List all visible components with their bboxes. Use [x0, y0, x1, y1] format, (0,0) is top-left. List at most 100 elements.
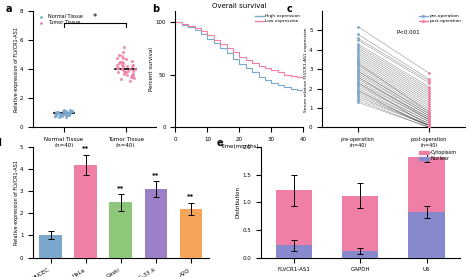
Point [64, 111, 71, 115]
Point [124, 68, 132, 73]
Point [127, 74, 135, 79]
Point [354, 92, 362, 97]
Point [425, 117, 433, 122]
Point [425, 123, 433, 128]
Point [128, 58, 136, 63]
Point [119, 61, 127, 66]
Point [354, 38, 362, 42]
Point [53, 111, 61, 115]
Point [129, 68, 137, 73]
Point [66, 111, 73, 115]
Point [127, 67, 134, 71]
Bar [408, 157, 445, 212]
Point [114, 66, 122, 70]
Point [120, 68, 128, 73]
Point [124, 73, 131, 77]
Point [425, 119, 433, 124]
Point [122, 57, 130, 61]
Point [59, 112, 66, 117]
Point [354, 53, 362, 58]
Point [354, 79, 362, 83]
Point [354, 61, 362, 66]
Point [53, 110, 60, 114]
Point [354, 69, 362, 73]
Point [63, 111, 70, 115]
Text: b: b [152, 4, 159, 14]
Point [117, 77, 125, 82]
Point [51, 114, 59, 118]
Point [63, 109, 70, 114]
Point [128, 64, 135, 68]
Text: e: e [217, 138, 224, 148]
Point [64, 113, 72, 117]
Point [124, 64, 131, 68]
Point [354, 96, 362, 101]
Y-axis label: Relative expression of FLVCR1-AS1: Relative expression of FLVCR1-AS1 [14, 160, 18, 245]
Point [61, 111, 69, 116]
Point [425, 86, 433, 91]
Point [65, 113, 73, 117]
Point [354, 32, 362, 37]
Point [55, 115, 63, 119]
Point [116, 60, 124, 64]
Point [425, 106, 433, 110]
Point [425, 90, 433, 95]
Y-axis label: Relative expression of FLVCR1-AS1: Relative expression of FLVCR1-AS1 [14, 27, 18, 112]
Point [425, 110, 433, 114]
Y-axis label: Serum relative FLVCR1-AS1 expression: Serum relative FLVCR1-AS1 expression [304, 27, 308, 112]
Point [425, 123, 433, 128]
Point [114, 70, 122, 74]
Point [60, 111, 68, 115]
Point [59, 109, 67, 113]
Point [113, 55, 121, 60]
Point [69, 109, 76, 114]
Point [354, 55, 362, 60]
Point [130, 76, 137, 80]
Point [118, 67, 126, 71]
Y-axis label: Distribution: Distribution [236, 186, 241, 218]
Point [129, 71, 137, 76]
Legend: Cytoplasm, Nuclear: Cytoplasm, Nuclear [418, 149, 457, 162]
Point [120, 71, 128, 76]
Point [354, 71, 362, 75]
Point [119, 55, 127, 60]
Point [425, 123, 433, 128]
Point [354, 88, 362, 93]
Point [354, 48, 362, 52]
Text: **: ** [152, 173, 160, 179]
Text: *: * [93, 13, 97, 22]
Point [62, 111, 70, 116]
Point [354, 75, 362, 79]
Point [120, 45, 128, 50]
Point [63, 113, 71, 117]
Point [58, 114, 65, 118]
Point [354, 90, 362, 95]
Point [66, 109, 74, 114]
Point [425, 77, 433, 81]
Point [425, 102, 433, 106]
Text: c: c [287, 4, 292, 14]
Point [425, 92, 433, 97]
Point [425, 108, 433, 112]
Point [354, 65, 362, 70]
Point [354, 75, 362, 79]
Point [425, 121, 433, 126]
Bar [180, 209, 202, 258]
Point [123, 70, 130, 74]
Point [118, 67, 126, 71]
Point [425, 84, 433, 89]
Point [425, 114, 433, 118]
Bar [276, 245, 312, 258]
Point [113, 63, 121, 67]
Point [129, 63, 137, 67]
Point [354, 77, 362, 81]
Point [55, 111, 62, 115]
Point [425, 100, 433, 104]
Point [354, 69, 362, 73]
Point [121, 70, 128, 74]
Bar [109, 202, 132, 258]
Legend: pre-operation, post-operation: pre-operation, post-operation [418, 13, 462, 24]
Point [128, 74, 136, 79]
Point [425, 117, 433, 122]
Point [425, 123, 433, 128]
